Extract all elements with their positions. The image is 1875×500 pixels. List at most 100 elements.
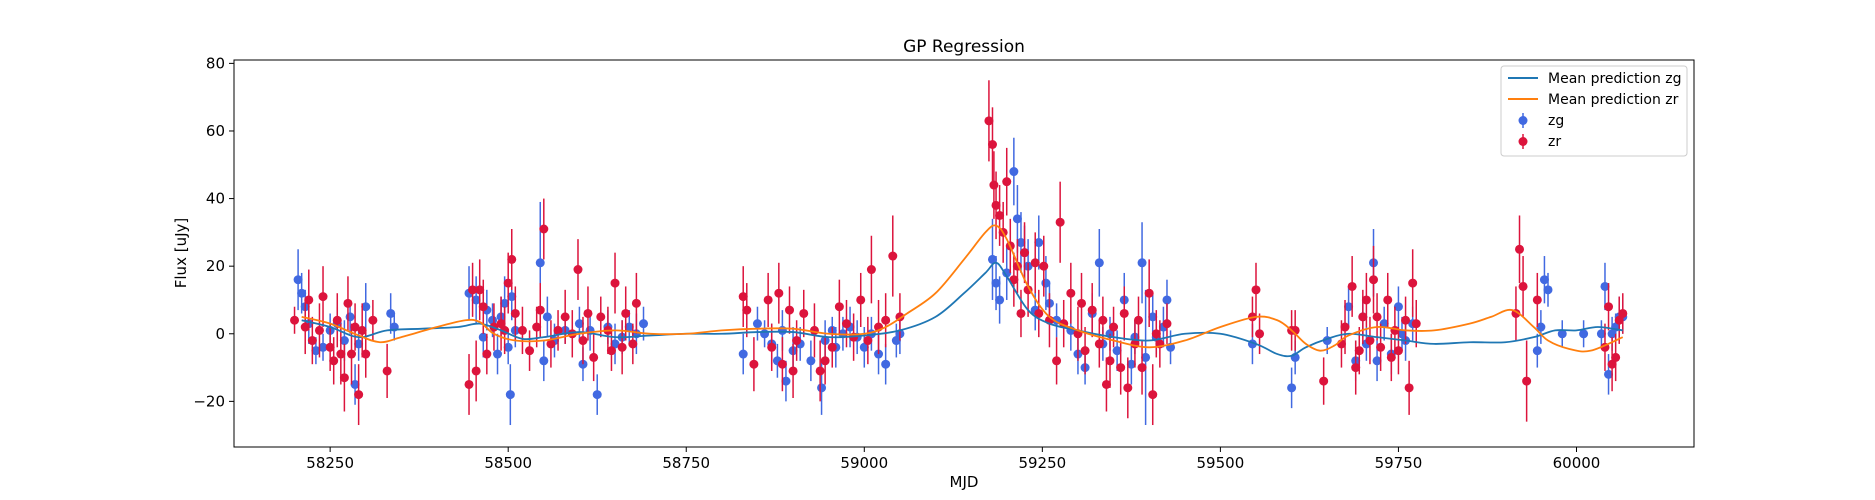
zr-data-point (767, 342, 777, 352)
zg-data-point (806, 356, 816, 366)
x-tick-label: 59000 (840, 454, 888, 472)
zr-data-point (1002, 177, 1012, 187)
zr-data-point (1094, 339, 1104, 349)
zr-data-point (347, 349, 357, 359)
zg-data-point (535, 258, 545, 268)
zr-data-point (1383, 295, 1393, 305)
zr-data-point (856, 295, 866, 305)
zg-data-point (505, 390, 515, 400)
zr-data-point (1116, 363, 1126, 373)
x-axis-label: MJD (950, 473, 979, 491)
zr-data-point (989, 180, 999, 190)
zr-data-point (329, 356, 339, 366)
zr-data-point (503, 278, 513, 288)
zg-data-point (493, 349, 503, 359)
zr-data-point (532, 322, 542, 332)
zr-data-point (332, 315, 342, 325)
zr-data-point (774, 288, 784, 298)
zr-data-point (468, 285, 478, 295)
zg-data-point (507, 292, 517, 302)
zr-data-point (1080, 346, 1090, 356)
zg-data-point (1137, 258, 1147, 268)
zr-data-point (1105, 356, 1115, 366)
zg-data-point (1596, 329, 1606, 339)
zr-data-point (578, 336, 588, 346)
zr-data-point (1365, 336, 1375, 346)
zg-data-point (817, 383, 827, 393)
zr-data-point (1020, 248, 1030, 258)
y-tick-label: 0 (215, 325, 225, 343)
zg-data-point (781, 376, 791, 386)
zr-data-point (888, 251, 898, 261)
x-tick-label: 58500 (484, 454, 532, 472)
zr-data-point (863, 336, 873, 346)
zr-data-point (1607, 359, 1617, 369)
zr-data-point (1369, 275, 1379, 285)
zg-data-point (1002, 268, 1012, 278)
zr-data-point (307, 336, 317, 346)
zg-data-point (350, 379, 360, 389)
zg-data-point (1009, 167, 1019, 177)
zr-data-point (589, 352, 599, 362)
zr-data-point (1411, 319, 1421, 329)
zr-data-point (517, 325, 527, 335)
zr-data-point (496, 319, 506, 329)
zg-data-point (752, 319, 762, 329)
zr-data-point (1087, 305, 1097, 315)
zr-data-point (596, 312, 606, 322)
zr-data-point (987, 139, 997, 149)
zr-data-point (1148, 390, 1158, 400)
zr-data-point (788, 366, 798, 376)
zr-data-point (339, 373, 349, 383)
zg-data-point (1287, 383, 1297, 393)
zg-data-point (592, 390, 602, 400)
zg-data-point (1379, 319, 1389, 329)
zg-data-point (539, 356, 549, 366)
zg-data-point (339, 336, 349, 346)
mean-prediction-zr-line (301, 224, 1624, 353)
mean-prediction-zg-line (301, 261, 1623, 358)
y-tick-label: −20 (193, 392, 225, 410)
zg-data-point (1393, 302, 1403, 312)
zr-data-point (1351, 363, 1361, 373)
zg-data-point (1094, 258, 1104, 268)
zr-data-point (325, 342, 335, 352)
legend-entry-zg: zg (1548, 113, 1564, 129)
zg-data-point (1539, 275, 1549, 285)
data-layer (290, 80, 1628, 426)
zg-data-point (318, 342, 328, 352)
zr-data-point (1319, 376, 1329, 386)
zg-data-point (297, 288, 307, 298)
zr-data-point (1522, 376, 1532, 386)
zg-data-point (542, 312, 552, 322)
zr-data-point (763, 295, 773, 305)
zr-data-point (1340, 322, 1350, 332)
zr-data-point (573, 265, 583, 275)
zr-data-point (1614, 315, 1624, 325)
legend: Mean prediction zg Mean prediction zr zg… (1500, 65, 1688, 157)
zr-data-point (510, 308, 520, 318)
zr-data-point (583, 308, 593, 318)
zr-data-point (357, 325, 367, 335)
zr-data-point (1611, 352, 1621, 362)
zr-data-point (1077, 298, 1087, 308)
zr-data-point (336, 349, 346, 359)
zg-data-point (503, 342, 513, 352)
zr-data-point (471, 366, 481, 376)
zg-data-point (1112, 346, 1122, 356)
zr-data-point (314, 325, 324, 335)
zr-data-point (866, 265, 876, 275)
zr-data-point (304, 295, 314, 305)
zg-data-point (991, 278, 1001, 288)
zr-data-point (368, 315, 378, 325)
zr-data-point (1515, 244, 1525, 254)
zr-data-point (827, 342, 837, 352)
zr-data-point (290, 315, 300, 325)
zr-data-point (1354, 346, 1364, 356)
zr-data-point (815, 366, 825, 376)
y-tick-label: 80 (206, 54, 225, 72)
zr-data-point (1034, 308, 1044, 318)
zr-data-point (617, 342, 627, 352)
zr-data-point (1408, 278, 1418, 288)
zg-data-point (1543, 285, 1553, 295)
